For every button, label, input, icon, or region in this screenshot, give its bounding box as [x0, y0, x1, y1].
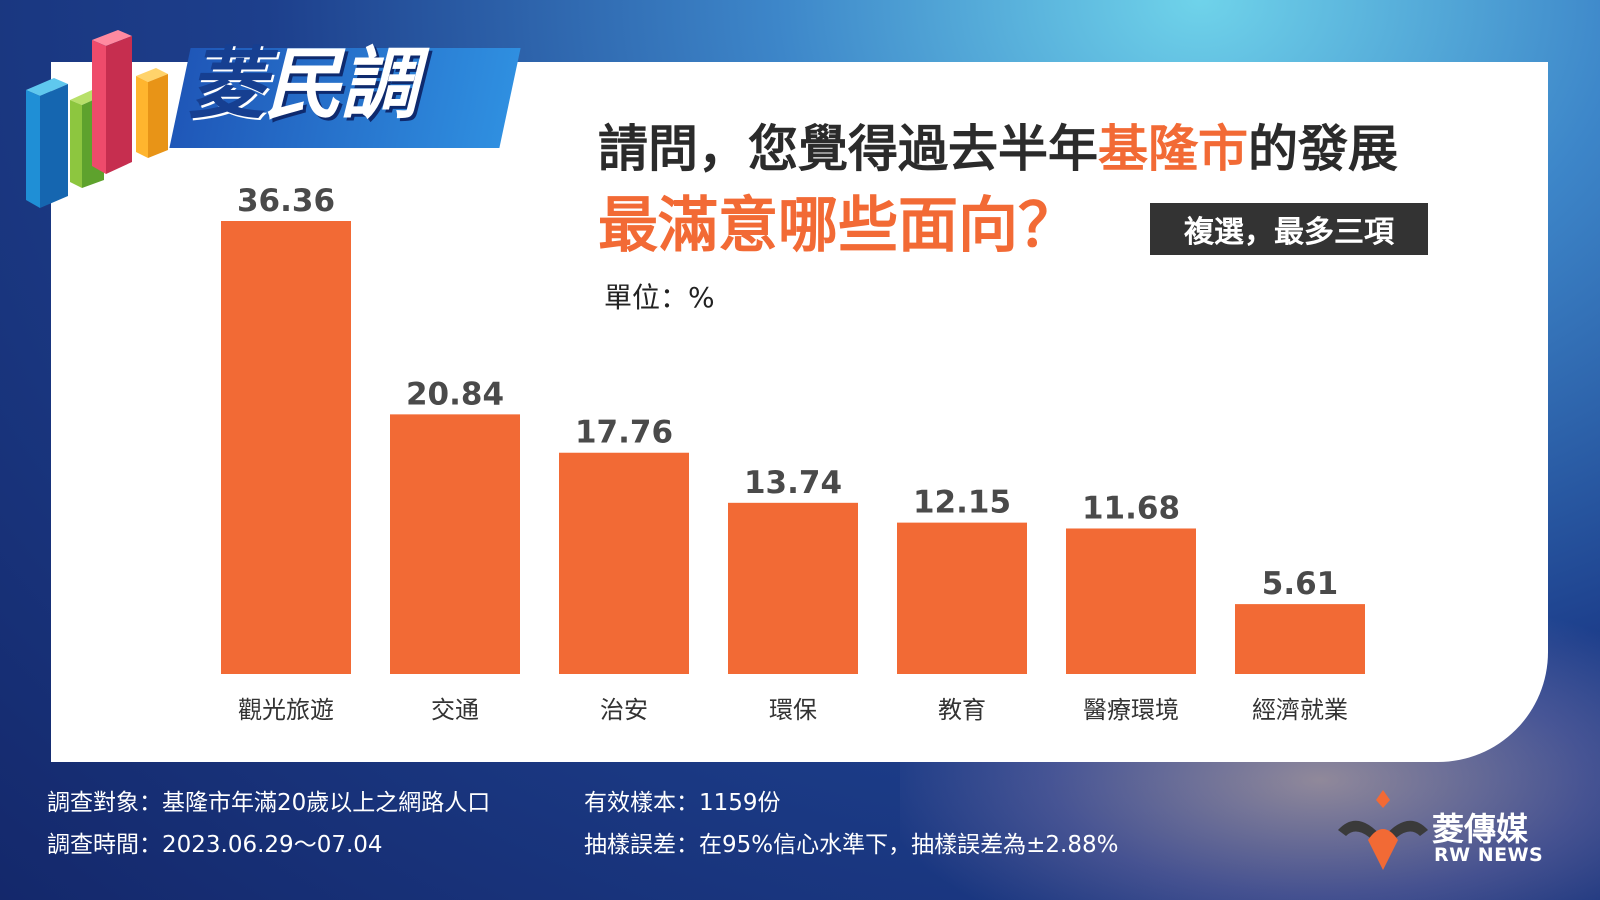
- value-label-2: 17.76: [575, 415, 673, 451]
- bar-6: [1235, 604, 1365, 674]
- value-label-1: 20.84: [406, 376, 504, 412]
- bar-3: [728, 502, 858, 674]
- question-line-2: 最滿意哪些面向？: [598, 191, 1078, 261]
- bar-1: [390, 414, 520, 674]
- value-label-6: 5.61: [1262, 566, 1339, 602]
- logo-text: 菱民調: [188, 30, 418, 140]
- logo-text-part2: 民調: [264, 40, 418, 130]
- survey-period: 調查時間：2023.06.29～07.04: [47, 832, 383, 858]
- question-prefix: 請問，您覺得過去半年: [598, 120, 1098, 178]
- brand-name-cn: 菱傳媒: [1432, 810, 1529, 848]
- question-line-1: 請問，您覺得過去半年基隆市的發展: [598, 116, 1398, 182]
- category-label-3: 環保: [769, 696, 817, 724]
- bar-5: [1066, 528, 1196, 674]
- value-label-3: 13.74: [744, 465, 842, 501]
- unit-label: 單位：%: [604, 281, 715, 314]
- category-label-2: 治安: [600, 696, 648, 724]
- value-label-0: 36.36: [237, 183, 335, 219]
- question-highlight: 基隆市: [1098, 120, 1248, 178]
- logo-text-part1: 菱: [188, 40, 266, 130]
- bar-2: [559, 452, 689, 674]
- category-label-5: 醫療環境: [1083, 696, 1179, 724]
- bar-0: [221, 221, 351, 674]
- value-label-4: 12.15: [913, 485, 1011, 521]
- category-label-6: 經濟就業: [1252, 696, 1348, 724]
- brand-name-en: RW NEWS: [1434, 844, 1544, 866]
- survey-target: 調查對象：基隆市年滿20歲以上之網路人口: [47, 790, 491, 816]
- category-label-0: 觀光旅遊: [238, 696, 334, 724]
- value-label-5: 11.68: [1082, 490, 1180, 526]
- bar-chart-logo-icon: [26, 30, 168, 208]
- bar-4: [897, 522, 1027, 674]
- multi-choice-badge: 複選，最多三項: [1150, 203, 1428, 255]
- question-suffix: 的發展: [1248, 120, 1398, 178]
- rw-news-logo-icon: [1338, 790, 1428, 870]
- sample-size: 有效樣本：1159份: [584, 790, 781, 816]
- category-label-1: 交通: [431, 696, 479, 724]
- category-label-4: 教育: [938, 696, 986, 724]
- sampling-error: 抽樣誤差：在95%信心水準下，抽樣誤差為±2.88%: [584, 832, 1119, 858]
